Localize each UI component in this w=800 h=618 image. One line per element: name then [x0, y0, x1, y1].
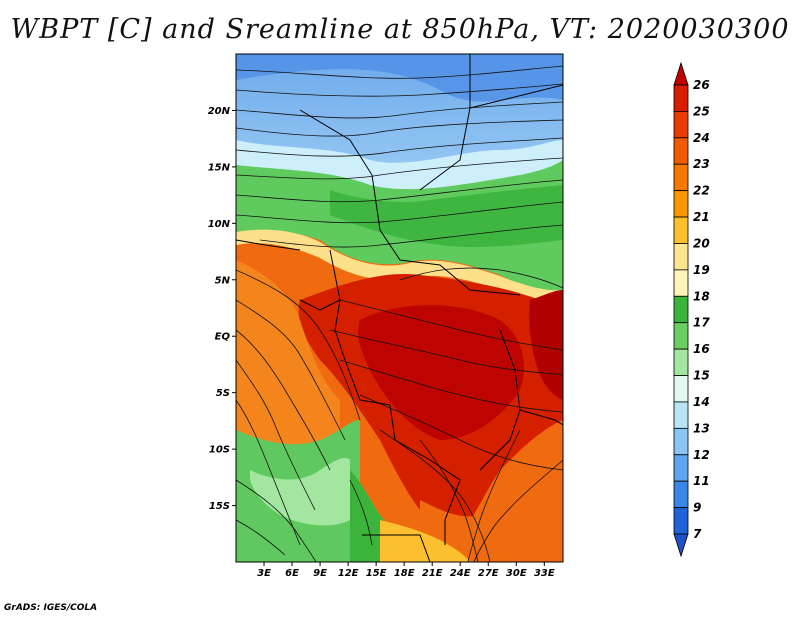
- lon-tick-label: 3E: [257, 568, 271, 579]
- streamlines: [236, 65, 563, 562]
- colorbar-segment: [673, 84, 689, 112]
- colorbar-label: 7: [693, 527, 702, 541]
- colorbar-label: 26: [693, 78, 710, 92]
- colorbar-label: 24: [693, 131, 710, 145]
- colorbar-segment: [673, 295, 689, 324]
- lat-tick-label: EQ: [215, 332, 231, 343]
- lon-axis: 3E 6E 9E 12E 15E 18E 21E 24E 27E 30E 33E: [257, 562, 555, 579]
- colorbar-label: 14: [693, 395, 710, 409]
- lon-tick-label: 6E: [285, 568, 299, 579]
- country-borders: [236, 54, 563, 562]
- lat-axis: 20N 15N 10N 5N EQ 5S 10S 15S: [208, 106, 236, 512]
- map-title: WBPT [C] and Sreamline at 850hPa, VT: 20…: [10, 14, 790, 45]
- colorbar-segment: [673, 375, 689, 403]
- colorbar-label: 17: [693, 316, 710, 330]
- colorbar-segment: [673, 480, 689, 508]
- colorbar-segment: [673, 243, 689, 271]
- lat-tick-label: 15S: [209, 501, 230, 512]
- colorbar-label: 20: [693, 236, 710, 250]
- colorbar-segment: [673, 190, 689, 218]
- colorbar-segment: [673, 216, 689, 244]
- colorbar-label: 19: [693, 263, 710, 277]
- colorbar-label: 23: [693, 157, 710, 171]
- colorbar-label: 25: [693, 104, 710, 118]
- lon-tick-label: 15E: [366, 568, 387, 579]
- lat-tick-label: 10S: [209, 445, 230, 456]
- colorbar-segment: [673, 454, 689, 482]
- colorbar-segment: [673, 269, 689, 297]
- colorbar-segment: [673, 137, 689, 165]
- colorbar-label: 13: [693, 421, 710, 435]
- lon-tick-label: 18E: [394, 568, 415, 579]
- colorbar-label: 18: [693, 289, 710, 303]
- colorbar-label: 11: [693, 474, 710, 488]
- lon-tick-label: 24E: [450, 568, 471, 579]
- lon-tick-label: 30E: [506, 568, 527, 579]
- colorbar-segment: [673, 401, 689, 429]
- lat-tick-label: 10N: [208, 219, 231, 230]
- map-frame: [235, 53, 564, 563]
- colorbar-min-triangle: [673, 533, 689, 558]
- colorbar-label: 16: [693, 342, 710, 356]
- lon-tick-label: 9E: [313, 568, 327, 579]
- colorbar-segment: [673, 111, 689, 139]
- lon-tick-label: 33E: [534, 568, 555, 579]
- lon-tick-label: 27E: [478, 568, 499, 579]
- colorbar-segment: [673, 427, 689, 456]
- colorbar-segment: [673, 163, 689, 192]
- wbpt-field: [236, 54, 563, 562]
- colorbar-label: 21: [693, 210, 710, 224]
- lat-tick-label: 5S: [216, 388, 230, 399]
- colorbar-segment: [673, 322, 689, 350]
- colorbar-max-triangle: [673, 61, 689, 86]
- lon-tick-label: 21E: [422, 568, 443, 579]
- colorbar-label: 15: [693, 369, 710, 383]
- colorbar: 26 25 24 23 22 21 20 19 18 17 16 15 14 13 12 11 9 7: [673, 61, 710, 558]
- lat-tick-label: 20N: [208, 106, 231, 117]
- lat-tick-label: 15N: [208, 162, 231, 173]
- colorbar-segment: [673, 348, 689, 376]
- grads-credit: GrADS: IGES/COLA: [4, 603, 98, 613]
- colorbar-label: 12: [693, 448, 710, 462]
- lat-tick-label: 5N: [215, 275, 231, 286]
- colorbar-label: 9: [693, 501, 701, 515]
- colorbar-segment: [673, 507, 689, 535]
- lon-tick-label: 12E: [338, 568, 359, 579]
- colorbar-label: 22: [693, 184, 710, 198]
